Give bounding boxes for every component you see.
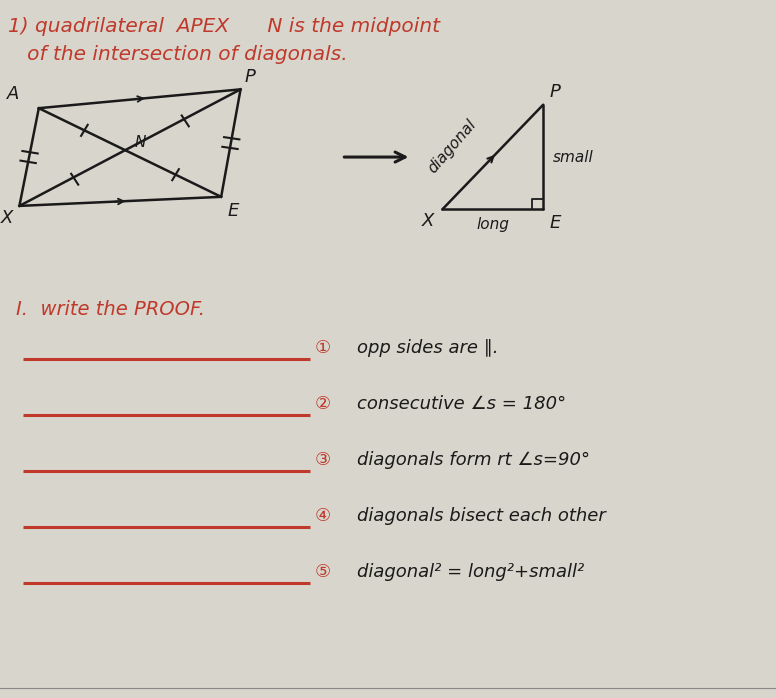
Text: diagonals bisect each other: diagonals bisect each other	[357, 507, 606, 525]
Text: ④: ④	[314, 507, 331, 525]
Text: I.  write the PROOF.: I. write the PROOF.	[16, 300, 205, 319]
Text: consecutive ∠s = 180°: consecutive ∠s = 180°	[357, 395, 566, 413]
Text: E: E	[227, 202, 239, 221]
Text: ①: ①	[314, 339, 331, 357]
Text: P: P	[549, 83, 560, 101]
Text: diagonals form rt ∠s=90°: diagonals form rt ∠s=90°	[357, 451, 590, 469]
Text: long: long	[476, 217, 509, 232]
Text: diagonal: diagonal	[425, 117, 480, 176]
Text: 1) quadrilateral  APEX      N is the midpoint: 1) quadrilateral APEX N is the midpoint	[8, 17, 440, 36]
Text: ⑤: ⑤	[314, 563, 331, 581]
Text: X: X	[1, 209, 13, 228]
Text: N: N	[135, 135, 146, 150]
Text: small: small	[553, 149, 594, 165]
Text: ③: ③	[314, 451, 331, 469]
Text: diagonal² = long²+small²: diagonal² = long²+small²	[357, 563, 584, 581]
Text: P: P	[244, 68, 255, 86]
Text: of the intersection of diagonals.: of the intersection of diagonals.	[8, 45, 348, 64]
Text: E: E	[549, 214, 561, 232]
Text: X: X	[422, 212, 435, 230]
Text: opp sides are ∥.: opp sides are ∥.	[357, 339, 498, 357]
Text: ②: ②	[314, 395, 331, 413]
Text: A: A	[7, 84, 19, 103]
